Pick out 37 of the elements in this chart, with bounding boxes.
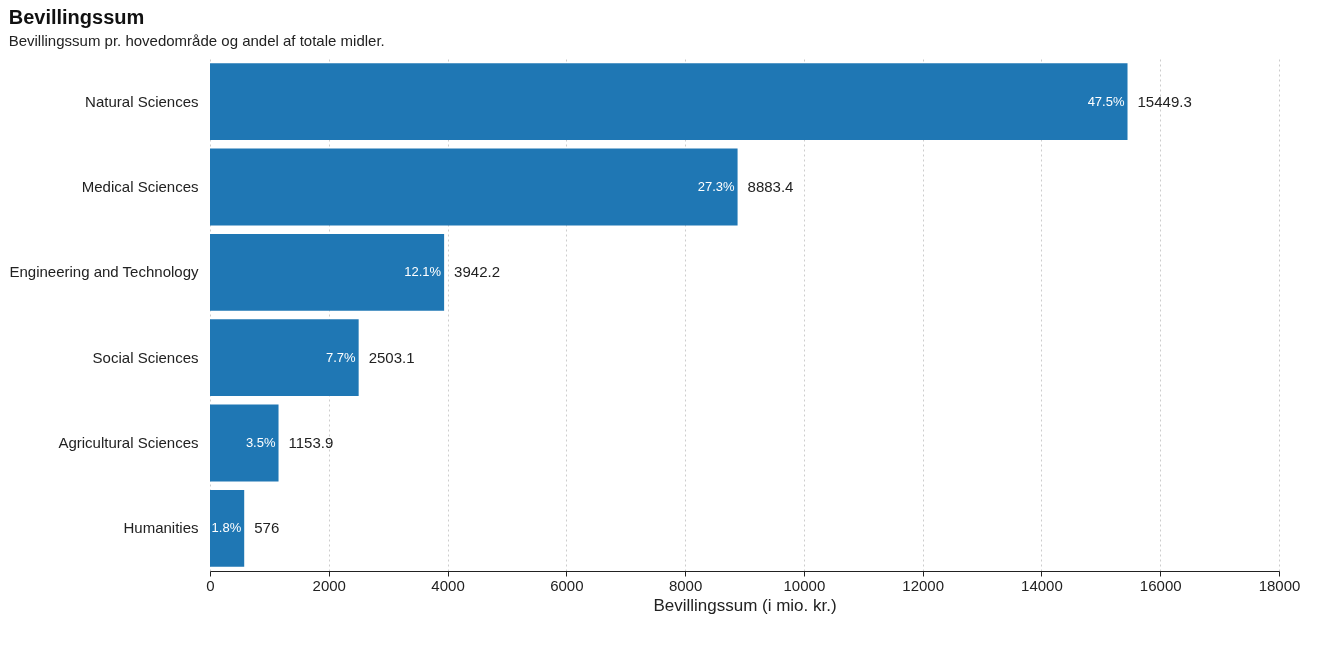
x-tick-label: 8000 xyxy=(668,576,703,594)
x-tick-label: 18000 xyxy=(1258,576,1301,594)
data-label: 576 xyxy=(254,519,280,537)
bar xyxy=(210,404,279,482)
chart-subtitle: Bevillingssum pr. hovedområde og andel af totale midler. xyxy=(8,32,385,49)
y-tick-label: Humanities xyxy=(123,519,199,537)
annotation: 12.1% xyxy=(404,264,442,280)
x-tick-label: 2000 xyxy=(312,576,346,594)
x-tick-label: 4000 xyxy=(431,576,465,594)
x-tick-label: 10000 xyxy=(783,576,826,594)
x-tick-label: 12000 xyxy=(902,576,945,594)
bar xyxy=(210,63,1128,141)
x-tick-label: 14000 xyxy=(1021,576,1063,594)
x-tick-label: 6000 xyxy=(550,576,584,594)
annotation: 47.5% xyxy=(1087,93,1125,109)
annotation: 3.5% xyxy=(245,435,276,450)
bar xyxy=(210,489,245,567)
y-tick-label: Engineering and Technology xyxy=(9,263,199,281)
bar xyxy=(210,148,738,226)
data-label: 15449.3 xyxy=(1137,92,1192,110)
data-label: 2503.1 xyxy=(368,348,415,366)
data-label: 1153.9 xyxy=(288,434,334,451)
x-axis-title: Bevillingssum (i mio. kr.) xyxy=(653,595,837,615)
y-tick-label: Medical Sciences xyxy=(81,178,199,195)
annotation: 27.3% xyxy=(697,179,735,194)
y-tick-label: Social Sciences xyxy=(92,348,199,366)
x-tick-label: 16000 xyxy=(1139,576,1182,594)
y-tick-label: Agricultural Sciences xyxy=(58,434,199,451)
y-tick-label: Natural Sciences xyxy=(85,92,199,110)
bar xyxy=(210,233,445,311)
x-tick-label: 0 xyxy=(206,576,215,594)
data-label: 3942.2 xyxy=(454,263,501,281)
annotation: 7.7% xyxy=(326,349,357,365)
data-label: 8883.4 xyxy=(747,178,794,195)
chart-title: Bevillingssum xyxy=(8,6,145,28)
bar xyxy=(210,319,359,397)
annotation: 1.8% xyxy=(211,520,242,536)
